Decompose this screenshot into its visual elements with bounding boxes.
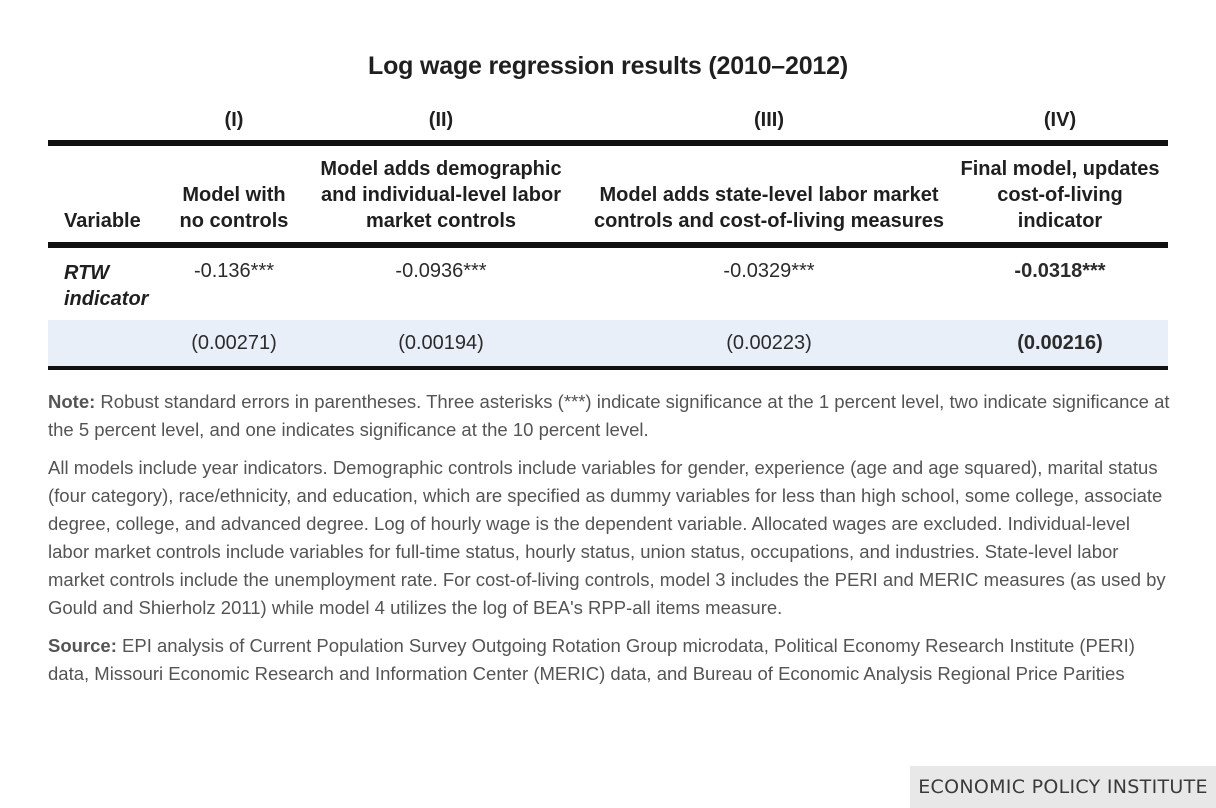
coefficient-cell: -0.0329*** [723,260,815,282]
row-label: RTW indicator [64,262,149,310]
models-paragraph: All models include year indicators. Demo… [48,457,1166,618]
model-column-header: Model with no controls [172,143,296,248]
variable-column-header: Variable [48,143,172,248]
standard-error-cell: (0.00223) [586,320,952,370]
standard-error-cell: (0.00216) [952,320,1168,370]
table-title: Log wage regression results (2010–2012) [368,52,848,80]
model-number: (III) [586,100,952,146]
model-column-header: Model adds state-level labor market cont… [586,143,952,248]
table-row: RTW indicator -0.136*** -0.0936*** -0.03… [48,245,1168,320]
model-number: (II) [296,100,586,146]
source-paragraph: Source: EPI analysis of Current Populati… [48,632,1170,688]
source-text: EPI analysis of Current Population Surve… [48,635,1135,684]
table-row: (0.00271) (0.00194) (0.00223) (0.00216) [48,320,1168,370]
model-number-row: (I) (II) (III) (IV) [48,100,1168,146]
standard-error-cell: (0.00271) [172,320,296,370]
model-column-header: Model adds demographic and individual-le… [296,143,586,248]
note-text: Robust standard errors in parentheses. T… [48,391,1170,440]
model-column-header: Final model, updates cost-of-living indi… [952,143,1168,248]
standard-error-cell: (0.00194) [296,320,586,370]
note-label: Note: [48,391,96,412]
roman-blank-cell [48,100,172,146]
source-label: Source: [48,635,117,656]
coefficient-cell: -0.0318*** [1014,260,1106,282]
row-label-blank [48,320,172,370]
regression-table: (I) (II) (III) (IV) Variable Model with … [48,100,1168,370]
coefficient-cell: -0.136*** [193,260,275,282]
coefficient-cell: -0.0936*** [395,260,487,282]
table-notes: Note: Robust standard errors in parenthe… [48,388,1170,698]
note-paragraph: Note: Robust standard errors in parenthe… [48,388,1170,444]
column-header-row: Variable Model with no controls Model ad… [48,143,1168,248]
model-number: (IV) [952,100,1168,146]
epi-branding: ECONOMIC POLICY INSTITUTE [910,766,1216,808]
model-number: (I) [172,100,296,146]
